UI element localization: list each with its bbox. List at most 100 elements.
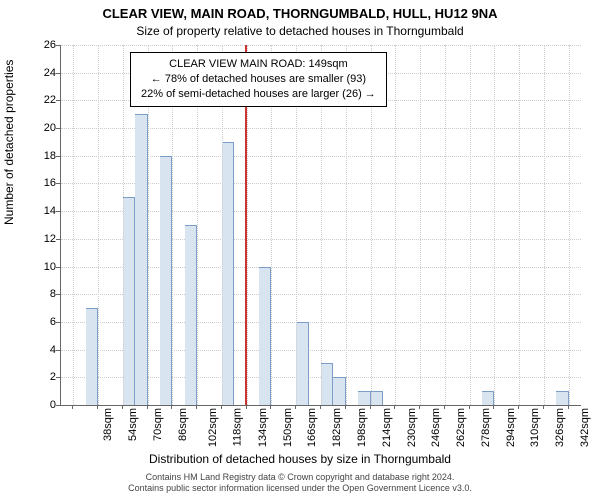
x-tick-label: 54sqm (127, 408, 139, 441)
info-line-size: CLEAR VIEW MAIN ROAD: 149sqm (141, 57, 376, 72)
x-tick-label: 198sqm (356, 408, 368, 447)
x-tick-label: 326sqm (554, 408, 566, 447)
y-tick-label: 16 (26, 177, 56, 189)
y-tick-label: 22 (26, 94, 56, 106)
footer-line2: Contains public sector information licen… (0, 483, 600, 494)
y-tick-label: 10 (26, 261, 56, 273)
y-tick-label: 24 (26, 67, 56, 79)
y-tick-mark (56, 239, 60, 240)
y-tick-label: 18 (26, 150, 56, 162)
y-tick-label: 4 (26, 344, 56, 356)
info-annotation-box: CLEAR VIEW MAIN ROAD: 149sqm ← 78% of de… (130, 52, 387, 107)
histogram-bar (358, 391, 370, 405)
gridline-v (519, 45, 520, 405)
histogram-bar (321, 363, 333, 405)
y-tick-label: 20 (26, 122, 56, 134)
x-tick-label: 102sqm (208, 408, 220, 447)
x-tick-mark (147, 405, 148, 409)
x-tick-mark (394, 405, 395, 409)
gridline-v (123, 45, 124, 405)
gridline-v (445, 45, 446, 405)
y-axis-label: Number of detached properties (2, 60, 16, 225)
x-tick-label: 118sqm (232, 408, 244, 446)
y-tick-mark (56, 350, 60, 351)
x-tick-label: 230sqm (406, 408, 418, 447)
y-tick-mark (56, 128, 60, 129)
x-tick-mark (469, 405, 470, 409)
x-tick-mark (171, 405, 172, 409)
x-tick-label: 214sqm (381, 408, 393, 447)
x-tick-label: 134sqm (257, 408, 269, 447)
y-tick-mark (56, 45, 60, 46)
x-tick-mark (72, 405, 73, 409)
y-tick-mark (56, 100, 60, 101)
gridline-v (544, 45, 545, 405)
histogram-bar (135, 114, 147, 405)
gridline-v (494, 45, 495, 405)
y-tick-label: 0 (26, 399, 56, 411)
x-tick-label: 278sqm (480, 408, 492, 447)
y-tick-label: 8 (26, 288, 56, 300)
x-tick-mark (221, 405, 222, 409)
histogram-bar (86, 308, 98, 405)
x-tick-label: 262sqm (455, 408, 467, 447)
x-tick-mark (320, 405, 321, 409)
x-tick-mark (97, 405, 98, 409)
gridline-v (470, 45, 471, 405)
gridline-v (569, 45, 570, 405)
y-tick-mark (56, 322, 60, 323)
histogram-bar (333, 377, 345, 405)
histogram-bar (222, 142, 234, 405)
gridline-v (420, 45, 421, 405)
x-tick-mark (543, 405, 544, 409)
x-tick-mark (196, 405, 197, 409)
info-line-larger: 22% of semi-detached houses are larger (… (141, 87, 376, 102)
y-tick-mark (56, 294, 60, 295)
x-axis-label: Distribution of detached houses by size … (0, 452, 600, 466)
y-tick-mark (56, 156, 60, 157)
y-tick-mark (56, 377, 60, 378)
x-tick-mark (345, 405, 346, 409)
footer-attribution: Contains HM Land Registry data © Crown c… (0, 472, 600, 494)
x-tick-mark (518, 405, 519, 409)
footer-line1: Contains HM Land Registry data © Crown c… (0, 472, 600, 483)
x-tick-label: 166sqm (307, 408, 319, 447)
y-tick-mark (56, 183, 60, 184)
y-tick-label: 12 (26, 233, 56, 245)
x-tick-mark (295, 405, 296, 409)
y-tick-label: 26 (26, 39, 56, 51)
x-tick-mark (568, 405, 569, 409)
x-tick-label: 342sqm (579, 408, 591, 447)
y-tick-label: 6 (26, 316, 56, 328)
gridline-v (395, 45, 396, 405)
y-tick-mark (56, 211, 60, 212)
y-tick-mark (56, 73, 60, 74)
x-tick-label: 150sqm (282, 408, 294, 447)
histogram-bar (482, 391, 494, 405)
x-tick-label: 38sqm (102, 408, 114, 441)
histogram-bar (556, 391, 568, 405)
x-tick-mark (270, 405, 271, 409)
histogram-bar (123, 197, 135, 405)
y-tick-label: 14 (26, 205, 56, 217)
x-tick-mark (122, 405, 123, 409)
x-tick-mark (419, 405, 420, 409)
gridline-v (98, 45, 99, 405)
gridline-v (73, 45, 74, 405)
chart-title-address: CLEAR VIEW, MAIN ROAD, THORNGUMBALD, HUL… (0, 6, 600, 21)
histogram-bar (259, 267, 271, 405)
x-tick-label: 182sqm (331, 408, 343, 447)
x-tick-label: 246sqm (430, 408, 442, 447)
histogram-bar (160, 156, 172, 405)
x-tick-label: 294sqm (505, 408, 517, 447)
x-tick-mark (370, 405, 371, 409)
x-tick-mark (493, 405, 494, 409)
x-tick-label: 310sqm (529, 408, 541, 447)
x-tick-mark (444, 405, 445, 409)
histogram-bar (371, 391, 383, 405)
x-tick-label: 86sqm (177, 408, 189, 441)
histogram-bar (296, 322, 308, 405)
histogram-bar (185, 225, 197, 405)
y-tick-label: 2 (26, 371, 56, 383)
chart-container: CLEAR VIEW, MAIN ROAD, THORNGUMBALD, HUL… (0, 0, 600, 500)
